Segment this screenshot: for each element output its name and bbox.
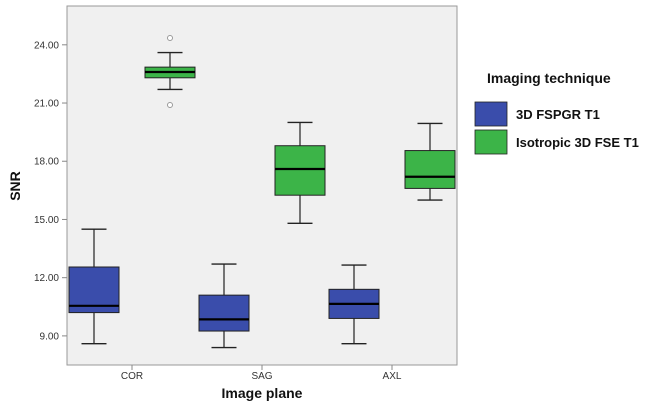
- outlier-point: [167, 101, 173, 108]
- y-tick-label: 15.00: [34, 215, 59, 226]
- y-axis: 9.00 12.00 15.00 18.00 21.00 24.00: [34, 40, 67, 342]
- iqr-box: [198, 294, 250, 332]
- box-cor-isotropic-3d-fse-t1: [144, 35, 196, 108]
- y-tick-label: 9.00: [40, 331, 60, 342]
- boxplot-series: [68, 35, 456, 349]
- box-cor-3d-fspgr-t1: [68, 228, 120, 345]
- outlier-point: [167, 35, 173, 42]
- y-axis-title: SNR: [7, 171, 23, 201]
- legend-label-isotropic-3d-fse-t1: Isotropic 3D FSE T1: [516, 135, 639, 150]
- x-axis-title: Image plane: [222, 385, 303, 401]
- box-axl-3d-fspgr-t1: [328, 264, 380, 345]
- legend-label-3d-fspgr-t1: 3D FSPGR T1: [516, 107, 600, 122]
- x-tick-label: AXL: [383, 371, 402, 382]
- box-axl-isotropic-3d-fse-t1: [404, 122, 456, 201]
- iqr-box: [404, 150, 456, 189]
- box-sag-3d-fspgr-t1: [198, 263, 250, 349]
- legend-swatch-isotropic-3d-fse-t1: [474, 129, 508, 155]
- x-tick-label: SAG: [251, 371, 272, 382]
- box-sag-isotropic-3d-fse-t1: [274, 121, 326, 225]
- x-tick-label: COR: [121, 371, 143, 382]
- y-tick-label: 12.00: [34, 273, 59, 284]
- y-tick-label: 24.00: [34, 40, 59, 51]
- x-axis: COR SAG AXL: [121, 365, 402, 382]
- iqr-box: [274, 145, 326, 196]
- legend: Imaging technique 3D FSPGR T1 Isotropic …: [474, 70, 639, 155]
- plot-area: [66, 5, 458, 366]
- y-tick-label: 21.00: [34, 99, 59, 110]
- y-tick-label: 18.00: [34, 157, 59, 168]
- series-3d-fspgr-t1: [68, 228, 380, 349]
- series-isotropic-3d-fse-t1: [144, 35, 456, 225]
- legend-swatch-3d-fspgr-t1: [474, 101, 508, 127]
- legend-title: Imaging technique: [487, 70, 611, 86]
